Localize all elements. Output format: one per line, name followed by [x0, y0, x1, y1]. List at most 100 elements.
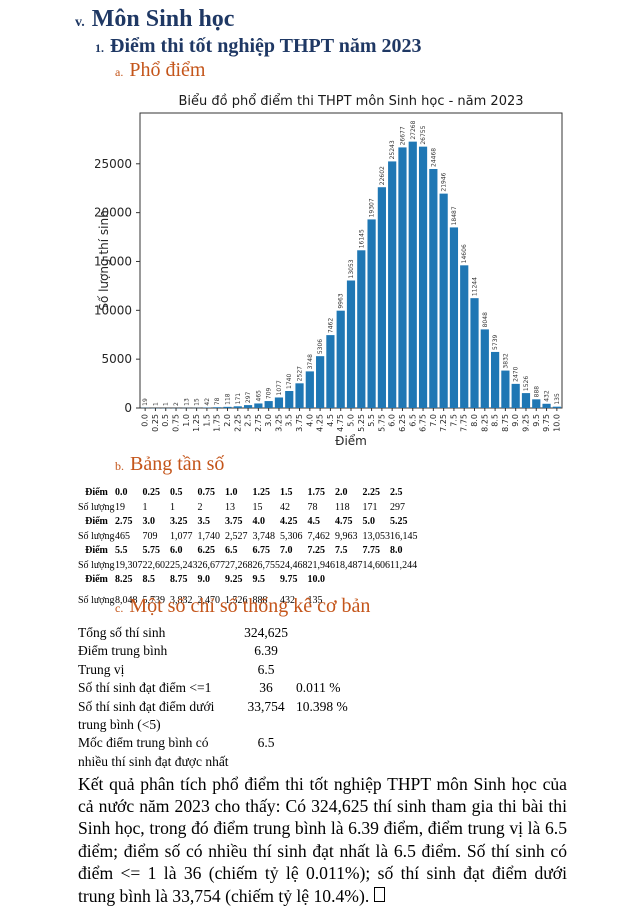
analysis-paragraph-text: Kết quả phân tích phổ điểm thi tốt nghiệ…: [78, 773, 567, 906]
x-tick-label: 4.25: [316, 414, 325, 432]
freq-score-row-cell: 3.75: [225, 516, 243, 527]
x-tick-label: 9.5: [532, 414, 541, 427]
freq-count-row: Số lượng 465 709 1,077 1,740 2,527 3,748 5,306 7…: [78, 530, 418, 545]
freq-score-row-cell: [335, 573, 363, 588]
bar-value-label: 13053: [348, 259, 355, 278]
bar: [336, 310, 345, 408]
freq-score-row-cell: 3.25: [170, 516, 188, 527]
freq-count-row-cell: 13,053: [362, 530, 391, 542]
freq-score-row-cell: 8.75: [170, 574, 188, 585]
freq-score-row-cell: 1.25: [252, 487, 271, 498]
subsection-b-number: b.: [115, 459, 124, 473]
freq-score-row-cell: 8.25: [115, 574, 133, 585]
bar-value-label: 118: [224, 393, 231, 405]
freq-score-row-cell: 7.0: [280, 545, 293, 556]
subsection-c-heading: c. Một số chỉ số thống kê cơ bản: [115, 595, 370, 618]
freq-count-row-cell: 1,526: [225, 594, 248, 606]
freq-count-row: Số lượng 8,048 5,739 3,832 2,470 1,526 888 432 1…: [78, 588, 418, 609]
freq-count-row-cell: 19: [115, 501, 125, 513]
bar-value-label: 1740: [286, 374, 293, 389]
bar-value-label: 465: [255, 390, 262, 402]
x-tick-label: 6.5: [408, 414, 417, 427]
bar-value-label: 18487: [451, 206, 458, 225]
bar-value-label: 25243: [389, 140, 396, 159]
x-tick-label: 8.75: [501, 414, 510, 432]
x-tick-label: 9.0: [511, 414, 520, 427]
freq-score-row-cell: [363, 573, 391, 588]
x-tick-label: 2.0: [223, 414, 232, 427]
x-tick-label: 7.0: [429, 414, 438, 427]
bar: [264, 401, 273, 408]
x-tick-label: 0.25: [151, 414, 160, 432]
freq-score-row-cell: 9.25: [225, 574, 243, 585]
bar: [213, 407, 222, 408]
bar: [254, 403, 263, 408]
bar-value-label: 1077: [276, 380, 283, 395]
freq-score-row-cell: 5.75: [142, 545, 161, 556]
x-tick-label: 1.0: [182, 414, 191, 427]
x-tick-label: 7.25: [439, 414, 448, 432]
stat-value: 6.5: [257, 735, 275, 751]
freq-score-row-cell: 4.0: [252, 516, 266, 527]
bar-value-label: 2470: [513, 366, 520, 381]
x-tick-label: 3.75: [295, 414, 304, 432]
subsection-b-text: Bảng tần số: [130, 453, 225, 475]
stat-label: Điểm trung bình: [78, 643, 168, 659]
x-tick-label: 8.25: [480, 414, 489, 432]
freq-score-row-cell: 4.5: [307, 516, 321, 527]
freq-score-row-cell: 1.75: [307, 487, 326, 498]
bar-value-label: 26677: [399, 126, 406, 145]
freq-score-row-cell: 6.75: [252, 545, 271, 556]
stat-row: Số thí sinh đạt điểm dưới trung bình (<5…: [78, 698, 458, 735]
subsection-c-text: Một số chỉ số thống kê cơ bản: [129, 595, 371, 617]
frequency-table: Điểm 0.0 0.25 0.5 0.75 1.0 1.25 1.5 1.75 2.0 2.25 2…: [78, 486, 418, 608]
freq-count-row-cell: 2,470: [197, 594, 221, 606]
chart-title: Biểu đồ phổ điểm thi THPT môn Sinh học -…: [178, 94, 523, 109]
freq-count-row-cell: 118: [335, 501, 350, 513]
bar: [243, 405, 253, 408]
bar: [305, 371, 314, 408]
freq-score-row-cell: 0.25: [142, 487, 161, 498]
stat-percentage: 0.011 %: [296, 680, 341, 696]
freq-score-row: Điểm 5.5 5.75 6.0 6.25 6.5 6.75 7.0 7.25 7.5 7.75 8…: [78, 544, 418, 559]
x-tick-label: 4.75: [336, 414, 345, 432]
bar: [532, 399, 541, 408]
freq-count-row-cell: 21,946: [307, 559, 336, 571]
bar-value-label: 171: [235, 393, 242, 405]
freq-count-row-cell: [390, 588, 418, 609]
freq-count-row-cell: 26,755: [252, 559, 281, 571]
stat-value: 6.39: [254, 643, 278, 659]
x-tick-label: 1.5: [202, 414, 211, 427]
freq-count-row-cell: 18,487: [335, 559, 363, 571]
freq-score-row-cell: 0.5: [170, 487, 183, 498]
stat-row: Mốc điểm trung bình có nhiều thí sinh đạ…: [78, 734, 458, 771]
bar-value-label: 2527: [297, 366, 304, 381]
freq-score-row: Điểm 8.25 8.5 8.75 9.0 9.25 9.5 9.75 10.0: [78, 573, 418, 588]
freq-count-row-cell: 13: [225, 501, 235, 513]
bar-value-label: 135: [554, 393, 561, 405]
bar-value-label: 26755: [420, 125, 427, 144]
bar: [285, 391, 294, 408]
section-title-exam-2023: 1. Điểm thi tốt nghiệp THPT năm 2023: [95, 35, 422, 58]
bar-value-label: 1526: [523, 376, 530, 391]
x-axis-label: Điểm: [335, 434, 367, 448]
freq-count-row-cell: 8,048: [115, 594, 138, 606]
bar-value-label: 2: [173, 402, 180, 406]
score-distribution-chart: Biểu đồ phổ điểm thi THPT môn Sinh học -…: [95, 92, 640, 450]
bar: [418, 146, 428, 408]
subsection-b-heading: b. Bảng tần số: [115, 453, 224, 476]
stat-row: Trung vị 6.5: [78, 661, 458, 679]
bar-value-label: 297: [245, 391, 252, 403]
freq-score-row-cell: 8.5: [142, 574, 156, 585]
freq-score-row-cell: 8.0: [390, 545, 403, 556]
subsection-a-number: a.: [115, 65, 124, 79]
freq-count-row-cell: 19,307: [115, 559, 143, 571]
freq-score-row: Điểm 2.75 3.0 3.25 3.5 3.75 4.0 4.25 4.5 4.75 5.0 5…: [78, 515, 418, 530]
freq-score-row-cell: 5.0: [362, 516, 376, 527]
section-title-text: Điểm thi tốt nghiệp THPT năm 2023: [110, 35, 422, 57]
freq-count-row-cell: 888: [252, 594, 268, 606]
stat-percentage: [294, 661, 378, 679]
bar: [274, 397, 284, 408]
page-title-text: Môn Sinh học: [91, 6, 235, 32]
x-tick-label: 5.5: [367, 414, 376, 427]
